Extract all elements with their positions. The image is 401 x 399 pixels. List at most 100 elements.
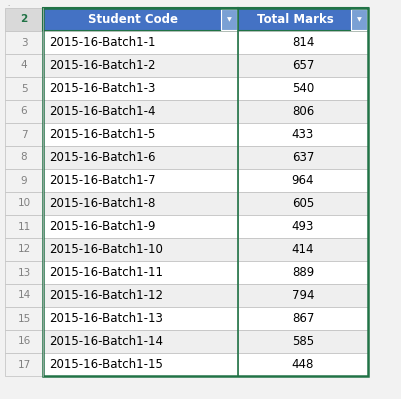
Text: 6: 6 bbox=[21, 107, 27, 117]
Bar bbox=[43, 353, 238, 376]
Bar bbox=[5, 146, 43, 169]
Text: 11: 11 bbox=[17, 221, 30, 231]
Text: Student Code: Student Code bbox=[87, 13, 178, 26]
Bar bbox=[238, 284, 368, 307]
Bar bbox=[43, 238, 238, 261]
Bar bbox=[5, 169, 43, 192]
Bar bbox=[5, 123, 43, 146]
Bar bbox=[5, 8, 43, 31]
Text: 2015-16-Batch1-3: 2015-16-Batch1-3 bbox=[49, 82, 155, 95]
Text: 2015-16-Batch1-12: 2015-16-Batch1-12 bbox=[49, 289, 163, 302]
Text: 2015-16-Batch1-7: 2015-16-Batch1-7 bbox=[49, 174, 156, 187]
Text: ▼: ▼ bbox=[227, 17, 231, 22]
Text: 2015-16-Batch1-10: 2015-16-Batch1-10 bbox=[49, 243, 163, 256]
Text: 889: 889 bbox=[292, 266, 314, 279]
Bar bbox=[238, 169, 368, 192]
Bar bbox=[43, 261, 238, 284]
Bar bbox=[238, 54, 368, 77]
Bar bbox=[238, 146, 368, 169]
Text: 12: 12 bbox=[17, 245, 30, 255]
Bar bbox=[43, 192, 238, 215]
Text: 448: 448 bbox=[292, 358, 314, 371]
Text: 2015-16-Batch1-8: 2015-16-Batch1-8 bbox=[49, 197, 155, 210]
Text: 605: 605 bbox=[292, 197, 314, 210]
Bar bbox=[0, 0, 401, 8]
Bar bbox=[238, 261, 368, 284]
Text: 637: 637 bbox=[292, 151, 314, 164]
Bar bbox=[238, 215, 368, 238]
Text: 5: 5 bbox=[21, 83, 27, 93]
Text: 2015-16-Batch1-2: 2015-16-Batch1-2 bbox=[49, 59, 156, 72]
Text: 2015-16-Batch1-4: 2015-16-Batch1-4 bbox=[49, 105, 156, 118]
Bar bbox=[238, 307, 368, 330]
Text: ·: · bbox=[7, 3, 9, 9]
Bar bbox=[43, 8, 368, 376]
Text: 9: 9 bbox=[21, 176, 27, 186]
Text: 2015-16-Batch1-15: 2015-16-Batch1-15 bbox=[49, 358, 163, 371]
Bar bbox=[43, 77, 238, 100]
Bar bbox=[43, 100, 238, 123]
Text: 2015-16-Batch1-6: 2015-16-Batch1-6 bbox=[49, 151, 156, 164]
Text: 8: 8 bbox=[21, 152, 27, 162]
Text: 657: 657 bbox=[292, 59, 314, 72]
Text: 2015-16-Batch1-1: 2015-16-Batch1-1 bbox=[49, 36, 156, 49]
Text: 2015-16-Batch1-14: 2015-16-Batch1-14 bbox=[49, 335, 163, 348]
Text: 17: 17 bbox=[17, 359, 30, 369]
Bar bbox=[238, 192, 368, 215]
Text: 3: 3 bbox=[21, 38, 27, 47]
Bar bbox=[43, 307, 238, 330]
Text: 867: 867 bbox=[292, 312, 314, 325]
Text: 414: 414 bbox=[292, 243, 314, 256]
Bar bbox=[351, 9, 367, 30]
Text: 7: 7 bbox=[21, 130, 27, 140]
Bar bbox=[5, 77, 43, 100]
Bar bbox=[43, 169, 238, 192]
Bar bbox=[238, 123, 368, 146]
Bar bbox=[238, 8, 368, 31]
Text: ▼: ▼ bbox=[356, 17, 361, 22]
Bar bbox=[43, 215, 238, 238]
Bar bbox=[238, 330, 368, 353]
Bar bbox=[5, 353, 43, 376]
Text: 2015-16-Batch1-11: 2015-16-Batch1-11 bbox=[49, 266, 163, 279]
Bar bbox=[43, 284, 238, 307]
Text: 14: 14 bbox=[17, 290, 30, 300]
Text: 2: 2 bbox=[20, 14, 28, 24]
Bar bbox=[5, 238, 43, 261]
Text: 540: 540 bbox=[292, 82, 314, 95]
Bar bbox=[5, 31, 43, 54]
Text: 964: 964 bbox=[292, 174, 314, 187]
Bar bbox=[5, 54, 43, 77]
Bar bbox=[43, 8, 238, 31]
Text: 13: 13 bbox=[17, 267, 30, 277]
Bar bbox=[5, 330, 43, 353]
Bar bbox=[5, 215, 43, 238]
Bar bbox=[221, 9, 237, 30]
Bar bbox=[43, 330, 238, 353]
Bar bbox=[5, 307, 43, 330]
Text: 585: 585 bbox=[292, 335, 314, 348]
Text: 2015-16-Batch1-5: 2015-16-Batch1-5 bbox=[49, 128, 155, 141]
Bar bbox=[238, 77, 368, 100]
Bar bbox=[238, 353, 368, 376]
Text: Total Marks: Total Marks bbox=[257, 13, 333, 26]
Text: 2015-16-Batch1-9: 2015-16-Batch1-9 bbox=[49, 220, 156, 233]
Bar bbox=[5, 261, 43, 284]
Text: 794: 794 bbox=[292, 289, 314, 302]
Text: 16: 16 bbox=[17, 336, 30, 346]
Text: 814: 814 bbox=[292, 36, 314, 49]
Bar bbox=[43, 146, 238, 169]
Bar bbox=[43, 31, 238, 54]
Bar bbox=[5, 284, 43, 307]
Bar bbox=[43, 54, 238, 77]
Text: 493: 493 bbox=[292, 220, 314, 233]
Text: 806: 806 bbox=[292, 105, 314, 118]
Bar bbox=[5, 100, 43, 123]
Bar bbox=[238, 238, 368, 261]
Text: 15: 15 bbox=[17, 314, 30, 324]
Bar bbox=[238, 100, 368, 123]
Bar bbox=[5, 192, 43, 215]
Text: 433: 433 bbox=[292, 128, 314, 141]
Bar bbox=[43, 123, 238, 146]
Text: 4: 4 bbox=[21, 61, 27, 71]
